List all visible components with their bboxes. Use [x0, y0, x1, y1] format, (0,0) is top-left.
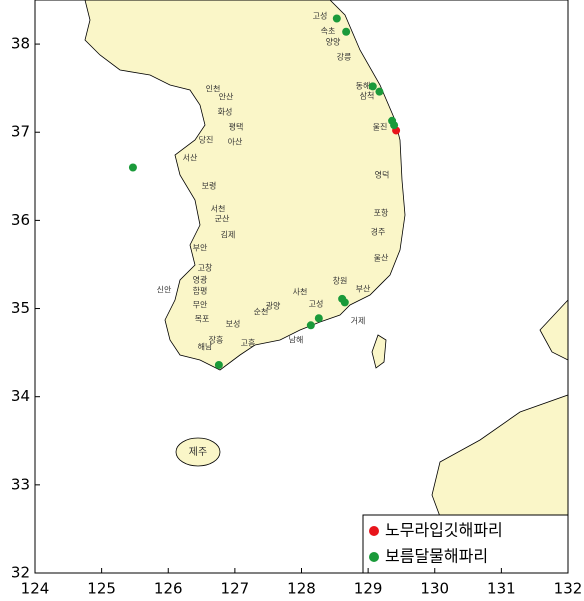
place-label: 순천	[254, 307, 269, 317]
place-label: 당진	[199, 135, 214, 145]
place-label: 안산	[219, 92, 234, 102]
place-label: 울진	[373, 122, 388, 132]
place-label: 평택	[229, 122, 244, 132]
x-tick-label: 129	[354, 580, 383, 598]
place-label: 창원	[333, 277, 348, 286]
place-label: 동해	[356, 81, 371, 91]
place-label: 남해	[289, 335, 304, 345]
point	[340, 298, 349, 307]
legend-box	[362, 514, 569, 574]
place-label: 신안	[157, 285, 172, 295]
place-label: 목포	[195, 315, 210, 324]
x-tick-label: 128	[287, 580, 316, 598]
place-label: 강릉	[337, 52, 352, 62]
place-label: 김제	[221, 230, 236, 240]
place-label: 서산	[183, 153, 198, 163]
place-label: 광양	[266, 301, 281, 311]
y-tick-label: 37	[11, 123, 30, 141]
place-label: 고창	[198, 264, 213, 273]
point	[342, 27, 351, 36]
place-label: 경주	[371, 227, 386, 237]
place-label: 제주	[189, 446, 207, 458]
place-label: 고성	[313, 12, 328, 21]
x-tick-label: 126	[154, 580, 183, 598]
jeju-island	[175, 437, 221, 467]
place-label: 울산	[374, 253, 389, 263]
x-tick-label: 130	[420, 580, 449, 598]
place-label: 보령	[202, 182, 217, 191]
y-tick-label: 33	[11, 475, 30, 493]
place-label: 함평	[193, 286, 208, 296]
y-tick-label: 38	[11, 35, 30, 53]
y-tick-label: 35	[11, 299, 30, 317]
place-label: 사천	[293, 287, 308, 297]
place-label: 고흥	[241, 338, 256, 348]
x-tick-label: 132	[554, 580, 583, 598]
x-tick-label: 124	[21, 580, 50, 598]
japan-north	[539, 298, 569, 361]
legend-label: 보름달물해파리	[385, 547, 488, 566]
point	[390, 121, 399, 130]
place-label: 인천	[206, 84, 221, 94]
x-tick-label: 127	[221, 580, 250, 598]
legend-marker	[369, 526, 379, 536]
place-label: 서천	[211, 204, 226, 214]
place-label: 군산	[215, 214, 230, 224]
place-label: 포항	[374, 209, 389, 218]
place-label: 무안	[193, 300, 208, 310]
place-label: 장흥	[209, 335, 224, 345]
x-tick-label: 131	[487, 580, 516, 598]
y-tick-label: 32	[11, 564, 30, 582]
place-label: 양양	[326, 38, 341, 47]
place-label: 아산	[228, 137, 243, 147]
point	[306, 321, 315, 330]
point	[332, 14, 341, 23]
point	[375, 87, 384, 96]
korean-peninsula	[84, 0, 406, 371]
place-label: 부안	[193, 243, 208, 253]
tsushima	[371, 334, 387, 369]
legend-label: 노무라입깃해파리	[385, 521, 503, 540]
y-tick-label: 36	[11, 211, 30, 229]
point	[368, 82, 377, 91]
point	[214, 360, 223, 369]
point	[128, 163, 137, 172]
point	[314, 314, 323, 323]
place-label: 거제	[351, 317, 366, 326]
place-label: 삼척	[360, 91, 375, 101]
place-label: 화성	[218, 108, 233, 117]
place-label: 보성	[226, 320, 241, 329]
place-label: 속초	[321, 27, 336, 36]
place-label: 부산	[356, 284, 371, 294]
place-label: 해남	[198, 342, 213, 352]
y-tick-label: 34	[11, 387, 30, 405]
x-tick-label: 125	[87, 580, 116, 598]
place-label: 영광	[193, 275, 208, 285]
legend-marker	[369, 552, 379, 562]
place-label: 영덕	[375, 170, 390, 180]
place-label: 고성	[309, 300, 324, 309]
